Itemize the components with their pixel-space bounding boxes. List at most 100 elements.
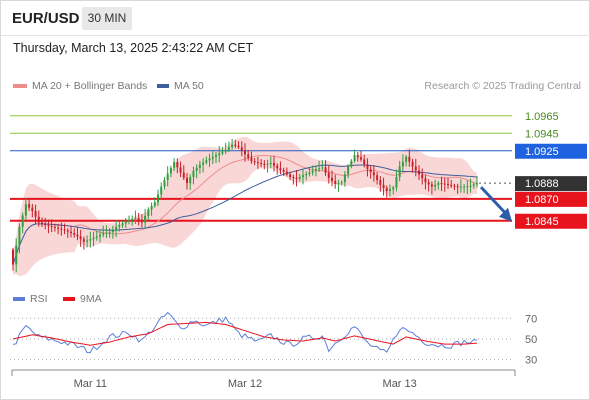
pivot-label-bg-1.0925 xyxy=(515,143,587,159)
candle-body xyxy=(376,175,379,181)
candle-body xyxy=(334,180,337,184)
candle-body xyxy=(31,207,34,212)
copyright-notice: Research © 2025 Trading Central xyxy=(424,80,581,92)
candle-body xyxy=(70,231,72,233)
candle-body xyxy=(327,172,330,178)
candle-body xyxy=(356,155,359,158)
candle-body xyxy=(41,222,43,224)
x-tick-label: Mar 12 xyxy=(228,378,262,390)
forecast-arrow xyxy=(479,186,512,222)
ma50-swatch xyxy=(157,84,169,88)
candle-body xyxy=(289,174,292,177)
candle-body xyxy=(447,184,449,185)
candle-body xyxy=(173,162,176,168)
candle-body xyxy=(395,177,398,188)
candle-body xyxy=(314,169,317,171)
candle-body xyxy=(66,230,69,232)
candle-body xyxy=(137,218,140,221)
candle-body xyxy=(176,162,179,168)
support-label-1.0870: 1.0870 xyxy=(525,194,559,206)
candle-body xyxy=(305,173,308,176)
candle-body xyxy=(15,245,18,265)
candle-body xyxy=(124,221,127,224)
currency-pair-title: EUR/USD xyxy=(12,10,80,27)
candle-body xyxy=(343,174,346,183)
candle-body xyxy=(237,145,240,148)
ma20-swatch xyxy=(13,84,27,88)
candle-body xyxy=(269,163,272,164)
candle-body xyxy=(311,170,314,173)
candle-body xyxy=(82,239,85,242)
candle-body xyxy=(302,175,304,177)
candle-body xyxy=(459,186,462,188)
support-label-bg-1.0845 xyxy=(515,213,587,229)
candle-body xyxy=(215,155,217,157)
candle-body xyxy=(118,225,121,227)
candle-body xyxy=(434,184,437,187)
candle-body xyxy=(53,226,56,228)
key-levels xyxy=(10,115,512,222)
level-labels: 1.0965 1.0945 1.0925 1.0888 1.0870 1.0845 xyxy=(515,111,587,229)
rsi-tick-50: 50 xyxy=(525,334,537,346)
candle-body xyxy=(89,239,92,241)
rsi-panel: 70 50 30 xyxy=(10,311,537,367)
candle-body xyxy=(453,185,456,187)
candle-body xyxy=(195,167,198,171)
candle-body xyxy=(105,232,108,234)
legend-ma50: MA 50 xyxy=(157,80,204,92)
legend-ma20-label: MA 20 + Bollinger Bands xyxy=(32,80,148,92)
candle-body xyxy=(50,226,53,227)
candle-body xyxy=(437,183,440,185)
candle-body xyxy=(408,156,411,162)
candle-body xyxy=(385,187,388,191)
candle-body xyxy=(121,223,124,226)
candle-body xyxy=(234,144,237,146)
candle-body xyxy=(157,194,159,203)
candle-body xyxy=(308,172,311,174)
candle-body xyxy=(347,166,350,175)
candle-body xyxy=(37,216,40,223)
candle-body xyxy=(179,167,182,173)
timeframe-button[interactable]: 30 MIN xyxy=(82,7,132,30)
candle-body xyxy=(379,180,382,185)
candle-body xyxy=(372,172,375,176)
candle-body xyxy=(398,166,401,177)
resistance-label-1.0965: 1.0965 xyxy=(525,111,559,123)
timestamp: Thursday, March 13, 2025 2:43:22 AM CET xyxy=(13,41,254,55)
candle-body xyxy=(166,173,169,181)
candle-body xyxy=(231,144,234,148)
candle-body xyxy=(95,236,98,238)
candle-body xyxy=(205,160,208,163)
candle-body xyxy=(150,205,153,210)
candle-body xyxy=(144,215,147,223)
candle-body xyxy=(44,223,47,226)
candle-body xyxy=(244,150,246,155)
candle-body xyxy=(331,177,333,181)
rsi-tick-30: 30 xyxy=(525,355,537,367)
candle-body xyxy=(128,219,130,222)
header-bar: EUR/USD 30 MIN xyxy=(0,0,590,36)
legend-rsi: RSI xyxy=(13,293,48,305)
candle-body xyxy=(321,167,324,169)
candle-body xyxy=(337,183,340,185)
candle-body xyxy=(256,162,259,164)
candle-body xyxy=(240,147,243,151)
x-tick-label: Mar 13 xyxy=(383,378,417,390)
forecast-arrow-shaft xyxy=(479,186,508,215)
candle-body xyxy=(273,163,275,166)
candle-body xyxy=(99,234,101,237)
candle-body xyxy=(292,177,295,178)
candle-body xyxy=(427,182,430,185)
rsi-swatch xyxy=(13,297,25,301)
candle-body xyxy=(218,153,221,156)
current-label-1.0888: 1.0888 xyxy=(525,178,559,190)
candle-body xyxy=(276,165,279,169)
candle-body xyxy=(18,226,21,246)
candle-body xyxy=(21,215,24,227)
candle-body xyxy=(285,171,288,175)
candle-body xyxy=(186,177,188,184)
candle-body xyxy=(57,227,60,229)
candle-body xyxy=(469,185,472,187)
candle-body xyxy=(463,186,466,188)
